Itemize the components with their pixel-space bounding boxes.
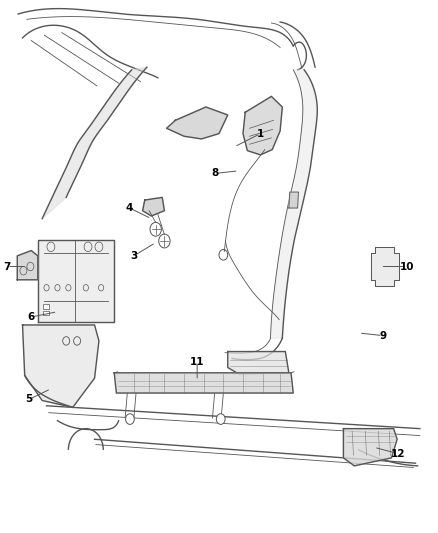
Polygon shape xyxy=(42,67,147,219)
Text: 6: 6 xyxy=(28,312,35,322)
Text: 8: 8 xyxy=(211,168,218,179)
Text: 4: 4 xyxy=(126,203,133,213)
Polygon shape xyxy=(289,192,298,208)
Polygon shape xyxy=(17,251,38,280)
Polygon shape xyxy=(38,240,114,322)
Bar xyxy=(43,311,49,316)
Bar xyxy=(43,304,49,309)
Polygon shape xyxy=(243,96,283,155)
Polygon shape xyxy=(143,197,164,216)
Circle shape xyxy=(216,414,225,424)
Polygon shape xyxy=(22,325,99,407)
Text: 7: 7 xyxy=(4,262,11,271)
Circle shape xyxy=(126,414,134,424)
Text: 11: 11 xyxy=(190,357,205,367)
Polygon shape xyxy=(371,247,399,286)
Text: 9: 9 xyxy=(379,330,386,341)
Polygon shape xyxy=(343,429,397,466)
Text: 1: 1 xyxy=(257,128,264,139)
Text: 10: 10 xyxy=(399,262,414,271)
Text: 3: 3 xyxy=(130,251,138,261)
Text: 5: 5 xyxy=(25,394,33,405)
Polygon shape xyxy=(228,352,289,374)
Polygon shape xyxy=(114,373,293,393)
Polygon shape xyxy=(271,70,317,338)
Polygon shape xyxy=(166,107,228,139)
Text: 12: 12 xyxy=(391,449,405,458)
